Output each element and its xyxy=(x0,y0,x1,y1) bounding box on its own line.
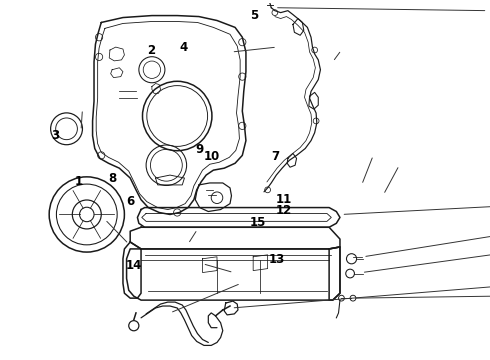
Text: 5: 5 xyxy=(250,9,258,22)
Text: 12: 12 xyxy=(276,204,292,217)
Text: 2: 2 xyxy=(147,44,155,57)
Text: 6: 6 xyxy=(126,195,134,208)
Text: 15: 15 xyxy=(249,216,266,229)
Text: 1: 1 xyxy=(74,175,83,188)
Text: 10: 10 xyxy=(203,150,220,163)
Text: 9: 9 xyxy=(195,143,203,156)
Text: 14: 14 xyxy=(125,258,142,271)
Text: 11: 11 xyxy=(276,193,292,206)
Text: 3: 3 xyxy=(51,129,60,142)
Text: 7: 7 xyxy=(271,150,279,163)
Text: 13: 13 xyxy=(269,253,285,266)
Text: 8: 8 xyxy=(108,172,116,185)
Text: 4: 4 xyxy=(179,41,187,54)
